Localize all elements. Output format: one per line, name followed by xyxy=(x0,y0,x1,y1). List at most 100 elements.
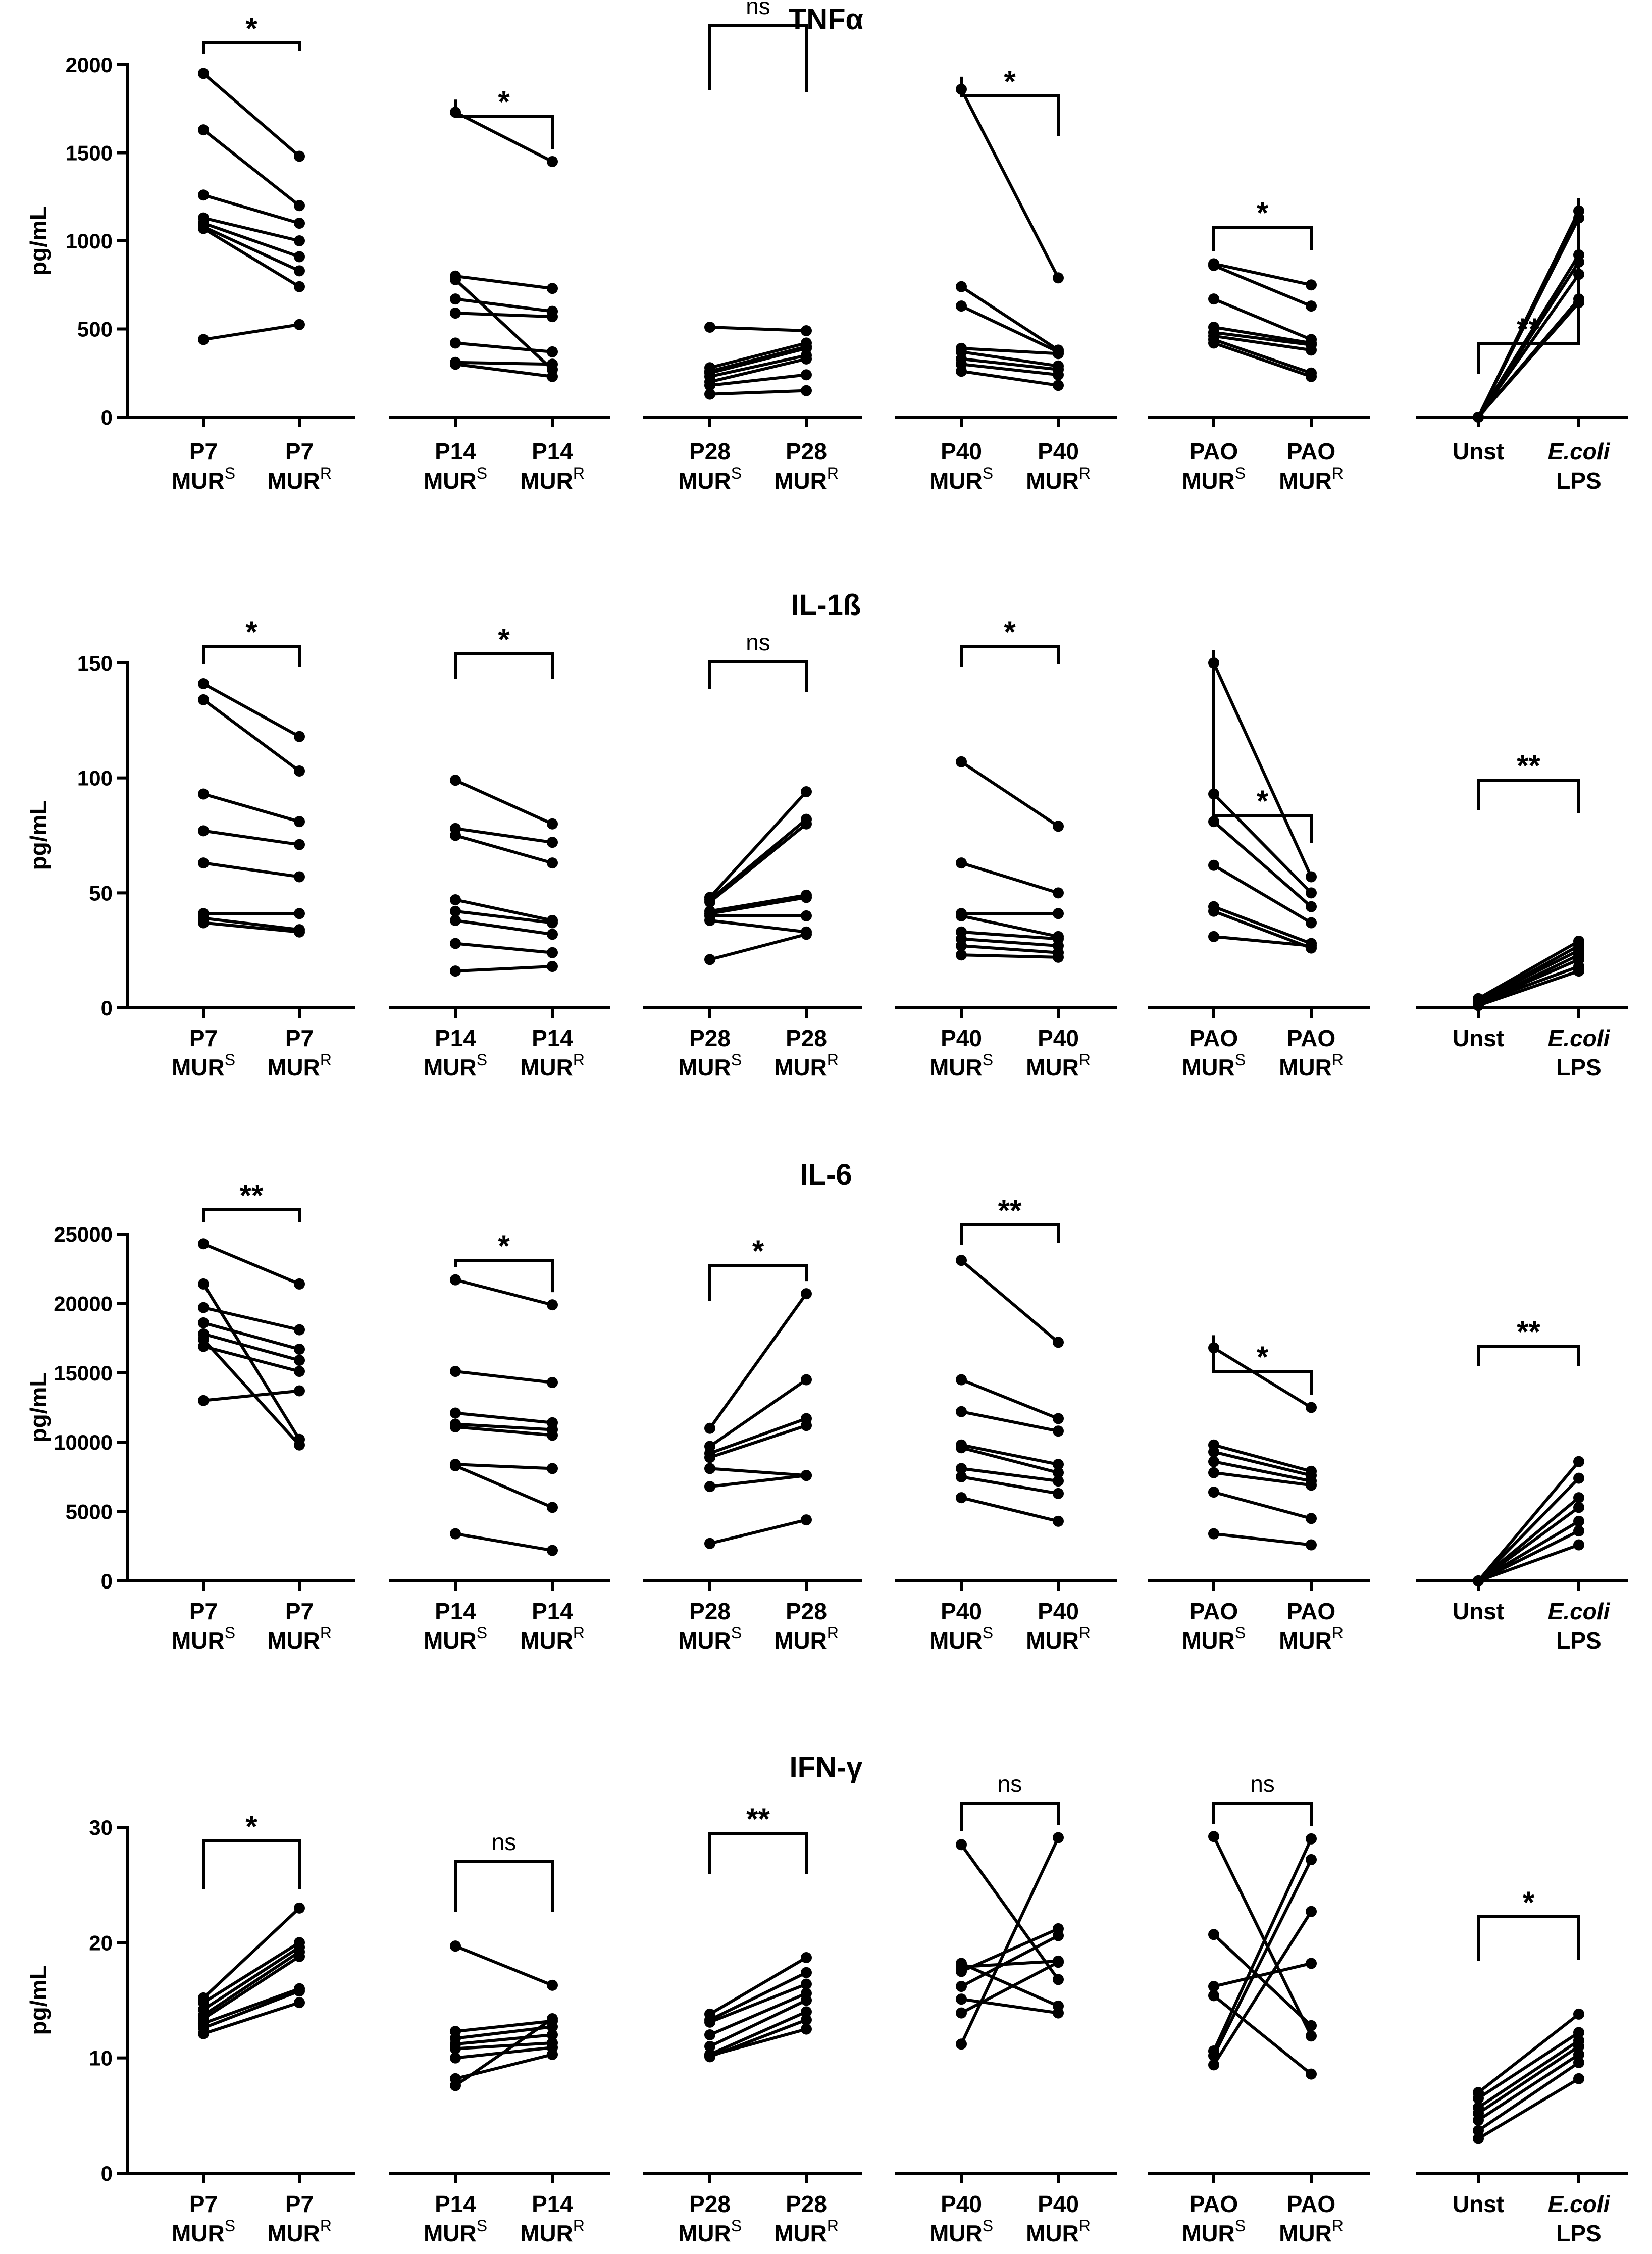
paired-line xyxy=(961,1475,1059,1495)
significance-label: ns xyxy=(492,1829,517,1855)
paired-line xyxy=(709,346,807,375)
data-point xyxy=(704,1452,715,1463)
data-point xyxy=(294,1902,305,1914)
data-point xyxy=(704,2040,715,2052)
data-point xyxy=(1053,380,1064,391)
chart-panel: IFN-γpg/mL0102030P7MURSP7MURR*P14MURSP14… xyxy=(25,1751,1628,2246)
data-point xyxy=(1573,1492,1584,1504)
data-point xyxy=(450,2043,461,2055)
group: Unst E.coli LPS ** xyxy=(1416,749,1628,1081)
data-point xyxy=(450,274,461,285)
data-point xyxy=(294,908,305,919)
paired-line xyxy=(709,357,807,384)
data-point xyxy=(1473,2133,1484,2144)
data-point xyxy=(1573,1502,1584,1513)
paired-line xyxy=(1213,1450,1312,1477)
paired-line xyxy=(961,861,1059,895)
paired-line xyxy=(202,225,300,273)
x-tick-label: P14 xyxy=(435,438,476,465)
data-point xyxy=(1053,951,1064,963)
data-point xyxy=(1306,344,1317,356)
data-point xyxy=(198,124,209,136)
data-point xyxy=(198,334,209,345)
data-point xyxy=(547,358,558,370)
data-point xyxy=(198,223,209,234)
significance-label: * xyxy=(245,1810,257,1843)
data-point xyxy=(704,914,715,926)
data-point xyxy=(1053,1413,1064,1424)
significance-label: ** xyxy=(998,1194,1022,1227)
significance-label: ns xyxy=(746,0,770,19)
paired-line xyxy=(1477,301,1580,418)
x-tick-label: MURR xyxy=(267,1624,332,1654)
significance-bracket xyxy=(708,1264,808,1301)
x-tick-label: MURR xyxy=(520,1624,585,1654)
data-point xyxy=(1573,2027,1584,2038)
paired-line xyxy=(454,278,554,371)
x-tick-label: MURS xyxy=(424,1624,487,1654)
y-tick-label: 2000 xyxy=(66,53,113,77)
significance-bracket xyxy=(960,1802,1060,1831)
x-tick-label: P14 xyxy=(532,2191,573,2217)
data-point xyxy=(1473,1575,1484,1586)
data-point xyxy=(956,910,967,921)
data-point xyxy=(294,1951,305,1962)
significance-label: ** xyxy=(1517,312,1540,346)
significance-label: ns xyxy=(1250,1771,1275,1797)
data-point xyxy=(294,816,305,828)
data-point xyxy=(547,947,558,958)
significance-bracket xyxy=(202,41,301,54)
paired-line xyxy=(961,914,1059,938)
data-point xyxy=(547,1299,558,1311)
x-tick-label: MURR xyxy=(774,2217,839,2246)
paired-line xyxy=(1213,341,1312,378)
paired-line xyxy=(1213,338,1312,375)
data-point xyxy=(450,1460,461,1471)
data-point xyxy=(1573,2057,1584,2068)
paired-line xyxy=(1477,2077,1580,2140)
data-point xyxy=(1053,1974,1064,1985)
data-point xyxy=(1573,1472,1584,1484)
data-point xyxy=(450,1407,461,1419)
data-point xyxy=(956,300,967,312)
group: Unst E.coli LPS * xyxy=(1416,1885,1628,2246)
data-point xyxy=(294,1997,305,2009)
paired-line xyxy=(1477,273,1580,418)
data-point xyxy=(1208,1831,1219,1842)
significance-bracket xyxy=(1477,1345,1580,1366)
chart-panel: TNFαpg/mL0500100015002000P7MURSP7MURR*P1… xyxy=(25,0,1628,494)
data-point xyxy=(450,914,461,926)
paired-line xyxy=(960,88,1060,279)
significance-bracket xyxy=(1477,1915,1580,1961)
data-point xyxy=(294,235,305,246)
data-point xyxy=(294,251,305,263)
x-tick-label: P28 xyxy=(786,438,827,465)
paired-line xyxy=(1212,793,1313,894)
data-point xyxy=(801,1514,812,1526)
data-point xyxy=(801,786,812,797)
data-point xyxy=(1208,905,1219,917)
paired-line xyxy=(202,1907,301,2000)
paired-line xyxy=(709,1424,807,1459)
data-point xyxy=(198,1238,209,1250)
paired-line xyxy=(455,2041,553,2051)
paired-line xyxy=(709,933,807,961)
data-point xyxy=(450,775,461,786)
data-point xyxy=(198,68,209,79)
paired-line xyxy=(202,698,300,773)
paired-line xyxy=(454,1464,553,1509)
data-point xyxy=(294,218,305,229)
paired-line xyxy=(960,1259,1059,1344)
data-point xyxy=(1053,908,1064,919)
data-point xyxy=(547,1429,558,1441)
data-point xyxy=(1573,1525,1584,1537)
paired-line xyxy=(709,341,807,370)
x-tick-label: P14 xyxy=(435,1025,476,1051)
x-tick-label: MURS xyxy=(930,464,993,494)
x-tick-label: Unst xyxy=(1453,438,1504,465)
data-point xyxy=(1306,371,1317,382)
